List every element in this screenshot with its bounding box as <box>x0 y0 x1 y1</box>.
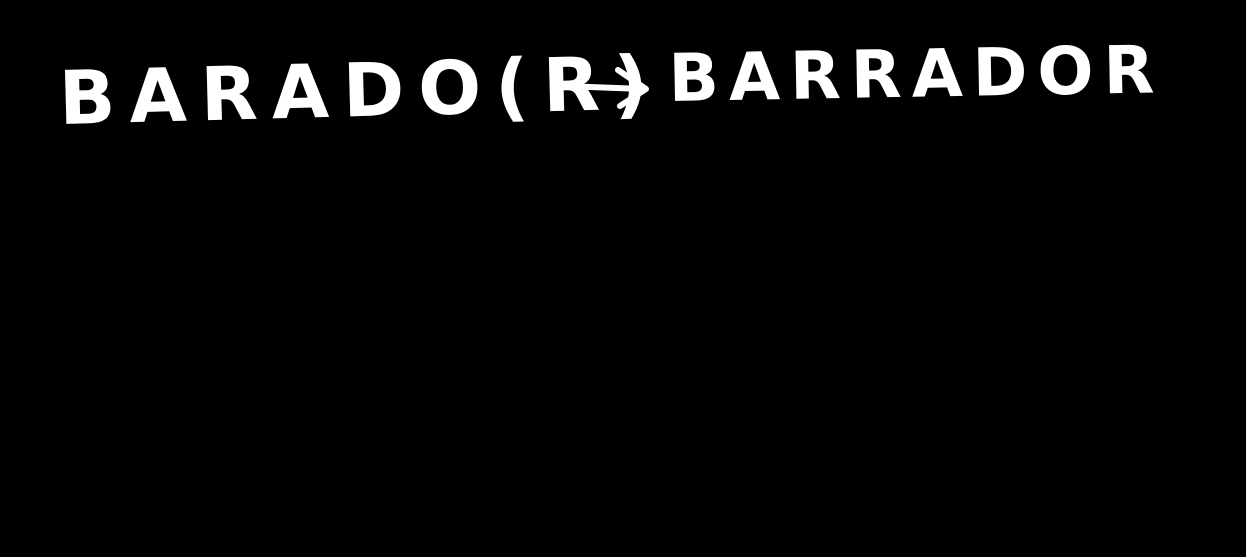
corrected-word: BARRADOR <box>667 31 1165 117</box>
right-arrow-icon <box>561 67 649 109</box>
